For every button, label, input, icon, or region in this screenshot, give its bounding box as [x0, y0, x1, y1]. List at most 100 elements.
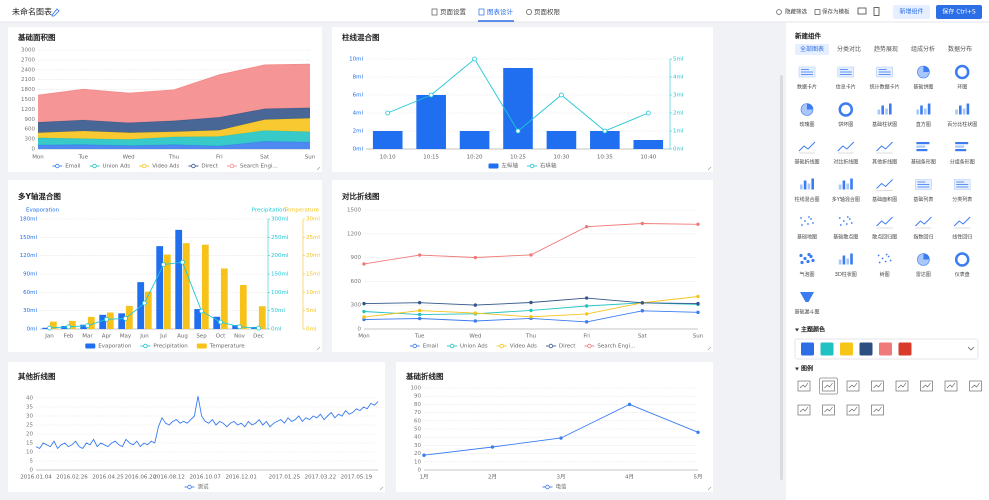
x-tick-label: Sun [305, 155, 316, 161]
legend-style-option[interactable] [920, 380, 933, 392]
legend-style-option[interactable] [797, 380, 811, 392]
y-tick-label: 50 [414, 427, 421, 433]
legend-style-option[interactable] [871, 404, 884, 416]
theme-swatch[interactable] [820, 342, 834, 356]
component-item[interactable]: 多Y轴混合图 [832, 178, 860, 204]
legend-style-option[interactable] [969, 380, 982, 392]
legend-style-option[interactable] [895, 380, 909, 392]
y-tick-label: 8ml [353, 75, 364, 81]
x-tick-label: Jan [44, 334, 54, 340]
component-item[interactable]: 对比折线图 [833, 141, 858, 166]
icon [897, 382, 907, 389]
component-item[interactable]: 信息卡片 [836, 66, 856, 91]
theme-select[interactable] [794, 338, 979, 360]
icon [876, 179, 893, 189]
x-tick-label: 2016.10.07 [189, 475, 221, 481]
mobile-icon[interactable] [873, 7, 880, 16]
legend-dot [529, 163, 535, 169]
add-button[interactable] [893, 5, 930, 19]
theme-swatch[interactable] [859, 342, 873, 356]
component-item[interactable]: 其他折线图 [872, 141, 897, 166]
icon [810, 218, 812, 220]
save-button[interactable] [936, 5, 982, 19]
y-tick-label: 2ml [353, 129, 364, 135]
component-tab[interactable]: 趋势展现 [874, 45, 898, 53]
component-item[interactable]: 分类列表 [952, 179, 972, 204]
legend-style-option[interactable] [822, 404, 835, 416]
y-tick-label: 150ml [20, 235, 38, 241]
component-item[interactable]: 百分比柱状图 [947, 103, 977, 129]
component-item[interactable]: 饼环图 [838, 102, 854, 129]
icon [881, 257, 884, 260]
component-item[interactable]: 3D柱状图 [835, 253, 857, 279]
component-item[interactable]: 指数回归 [913, 216, 933, 241]
component-item[interactable]: 散点回归图 [872, 216, 897, 241]
tab[interactable]: 页面权限 [534, 7, 561, 16]
component-item[interactable]: 基础折线图 [794, 141, 820, 166]
component-item[interactable]: 分组条形图 [950, 142, 975, 166]
legend-style-option[interactable] [797, 404, 811, 416]
edit-icon[interactable] [51, 8, 60, 17]
action[interactable]: 隐藏筛选 [785, 8, 808, 16]
icon [962, 108, 966, 115]
component-item[interactable]: 气泡图 [799, 252, 815, 278]
point [417, 300, 422, 305]
component-item[interactable]: 统计数据卡片 [870, 66, 900, 91]
legend-style-option[interactable] [846, 380, 860, 392]
x-tick-label: Sep [196, 334, 207, 340]
action[interactable]: 保存为模板 [822, 8, 850, 16]
chart-panel [8, 362, 385, 492]
component-item[interactable]: 基础饼图 [913, 65, 933, 91]
component-item[interactable]: 树图 [877, 253, 892, 278]
icon [955, 142, 969, 145]
component-item[interactable]: 基础面积图 [872, 179, 897, 204]
legend-dot [187, 484, 192, 490]
y-tick-label: 120ml [20, 253, 38, 259]
component-item[interactable]: 基础散点图 [833, 216, 858, 241]
legend-style-option[interactable] [871, 380, 884, 392]
tab-active[interactable]: 图表设计 [487, 7, 514, 16]
component-item[interactable]: 基础漏斗图 [794, 292, 820, 316]
component-item[interactable]: 直方图 [916, 103, 931, 129]
legend-dot [548, 343, 554, 349]
bar [213, 316, 221, 329]
component-item[interactable]: 仪表盘 [955, 252, 970, 279]
component-item[interactable]: 基础地图 [797, 216, 817, 241]
tab[interactable]: 页面设置 [440, 7, 467, 16]
legend-item: Union Ads [447, 344, 488, 350]
icon [838, 217, 841, 219]
theme-swatch[interactable] [840, 342, 853, 356]
icon [838, 102, 854, 117]
component-item[interactable]: 数据卡片 [797, 66, 817, 91]
icon [871, 404, 884, 416]
component-tab[interactable]: 全部图表 [800, 45, 824, 53]
x-tick-label: 10:40 [640, 155, 656, 161]
legend-style-option[interactable] [846, 404, 860, 416]
component-item[interactable]: 柱线混合图 [794, 178, 820, 204]
component-item[interactable]: 基础柱状图 [872, 103, 897, 129]
add-button-label[interactable]: 新增组件 [899, 8, 923, 16]
point [123, 316, 128, 321]
component-item[interactable]: 环图 [954, 64, 970, 91]
theme-swatch[interactable] [801, 342, 814, 356]
theme-swatch[interactable] [898, 342, 912, 356]
component-item[interactable]: 玫瑰图 [799, 103, 815, 129]
scrollbar[interactable] [780, 75, 783, 480]
y2-tick-label: 300ml [271, 217, 289, 223]
theme-swatch[interactable] [879, 342, 892, 356]
icon [797, 380, 811, 392]
legend-style-option[interactable] [944, 380, 958, 392]
component-item[interactable]: 线性回归 [952, 216, 972, 241]
component-tab[interactable]: 组成分析 [911, 45, 935, 53]
component-item[interactable]: 雷达图 [916, 253, 931, 279]
save-button-label[interactable]: 保存 Ctrl+S [942, 8, 976, 16]
component-tab[interactable]: 数据分布 [948, 45, 972, 53]
icon [923, 66, 930, 72]
component-item[interactable]: 基础条形图 [911, 142, 936, 166]
component-tab[interactable]: 分类对比 [837, 45, 861, 53]
desktop-icon[interactable] [857, 7, 867, 15]
x-tick-label: Sat [638, 334, 648, 340]
legend-style-option[interactable] [819, 377, 838, 395]
component-item[interactable]: 基础列表 [913, 179, 933, 204]
chart-title: 基础面积图 [17, 32, 56, 42]
